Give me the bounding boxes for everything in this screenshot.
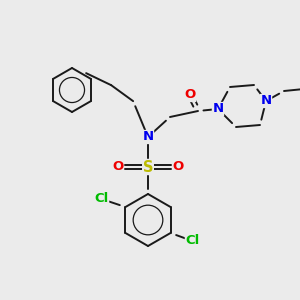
Text: Cl: Cl (94, 193, 109, 206)
Text: N: N (260, 94, 272, 107)
Text: O: O (172, 160, 184, 173)
Text: N: N (142, 130, 154, 143)
Text: N: N (212, 103, 224, 116)
Text: Cl: Cl (185, 235, 200, 248)
Text: S: S (143, 160, 153, 175)
Text: O: O (184, 88, 196, 101)
Text: O: O (112, 160, 124, 173)
